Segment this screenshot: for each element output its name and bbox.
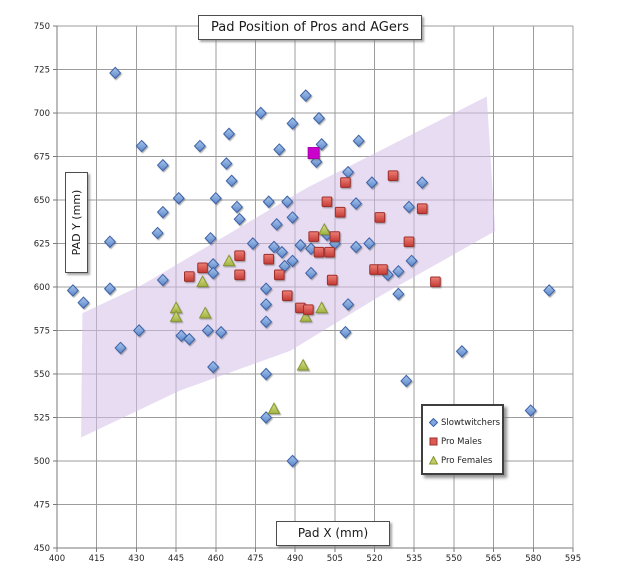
svg-text:535: 535 [406,554,422,564]
svg-text:595: 595 [565,554,581,564]
svg-text:750: 750 [34,22,50,32]
svg-text:580: 580 [525,554,541,564]
svg-text:450: 450 [34,544,50,554]
legend-label: Slowtwitchers [441,417,501,428]
svg-text:650: 650 [34,196,50,206]
series-pro-females [169,222,331,415]
legend-label: Pro Females [441,455,493,466]
legend-item-pro-females: Pro Females [429,451,502,470]
legend: Slowtwitchers Pro Males Pro Females [421,404,504,475]
svg-text:725: 725 [34,66,50,76]
svg-text:490: 490 [287,554,303,564]
svg-text:505: 505 [327,554,343,564]
highlight-point [307,147,320,160]
svg-text:550: 550 [34,370,50,380]
svg-text:600: 600 [34,283,50,293]
y-axis-label: PAD Y (mm) [65,172,88,273]
svg-text:700: 700 [34,109,50,119]
axes [53,25,574,552]
svg-text:625: 625 [34,240,50,250]
tick-labels: 450 475 500 525 550 575 600 625 650 675 700 725 750 4… [34,22,581,564]
svg-text:475: 475 [34,501,50,511]
legend-diamond-icon [429,418,438,427]
legend-square-icon [429,437,438,446]
legend-triangle-icon [429,456,438,465]
series-pro-males [184,170,441,315]
svg-text:575: 575 [34,327,50,337]
legend-item-slowtwitchers: Slowtwitchers [429,413,502,432]
svg-text:675: 675 [34,153,50,163]
chart-title: Pad Position of Pros and AGers [198,15,422,40]
svg-text:520: 520 [366,554,382,564]
svg-text:475: 475 [247,554,263,564]
svg-text:400: 400 [49,554,65,564]
legend-item-pro-males: Pro Males [429,432,502,451]
svg-text:565: 565 [485,554,501,564]
svg-text:460: 460 [208,554,224,564]
legend-label: Pro Males [441,436,482,447]
svg-text:415: 415 [89,554,105,564]
svg-text:525: 525 [34,414,50,424]
svg-text:550: 550 [446,554,462,564]
svg-text:430: 430 [128,554,144,564]
x-axis-label: Pad X (mm) [276,521,390,546]
svg-text:445: 445 [168,554,184,564]
svg-text:500: 500 [34,457,50,467]
